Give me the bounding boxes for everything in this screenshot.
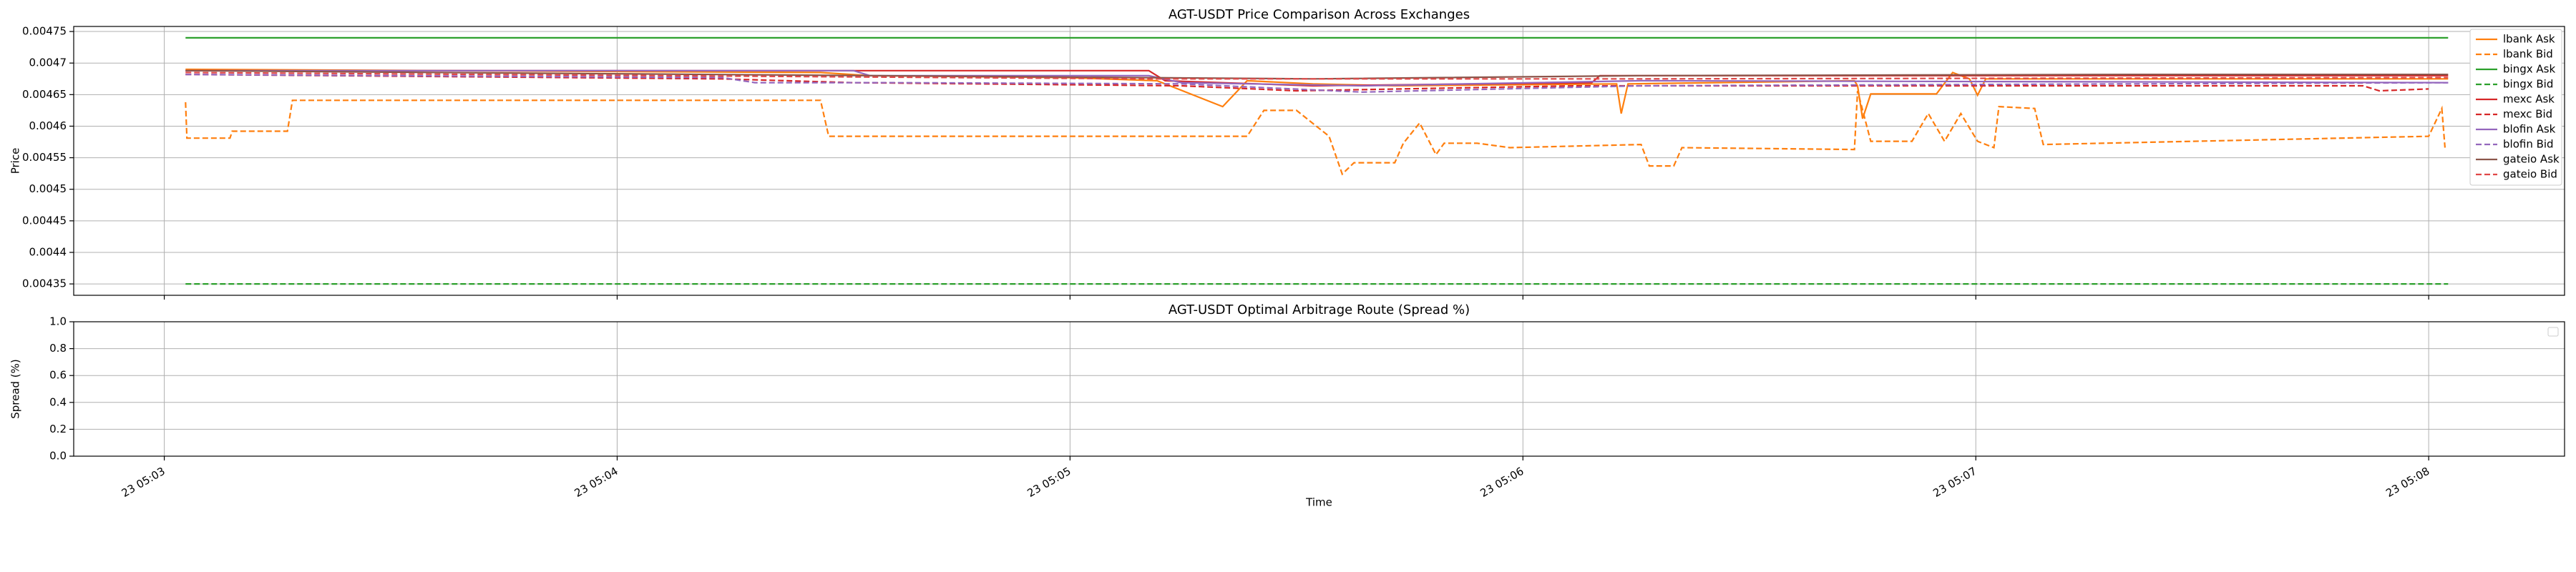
y-tick-label: 0.0045 bbox=[29, 182, 67, 195]
legend-label: blofin Bid bbox=[2503, 138, 2554, 151]
y-tick-label: 0.0 bbox=[49, 450, 67, 463]
x-tick-label: 23 05:04 bbox=[572, 465, 620, 500]
legend-label: gateio Bid bbox=[2503, 168, 2557, 181]
x-tick-label: 23 05:07 bbox=[1931, 465, 1979, 500]
x-axis-label: Time bbox=[1305, 496, 1332, 509]
series-line bbox=[185, 74, 2449, 93]
legend-label: mexc Ask bbox=[2503, 93, 2555, 106]
x-tick-label: 23 05:03 bbox=[119, 465, 167, 500]
y-tick-label: 0.00455 bbox=[22, 151, 67, 164]
legend-box bbox=[2469, 29, 2562, 186]
y-tick-label: 0.0047 bbox=[29, 56, 67, 69]
series-line bbox=[185, 90, 2446, 176]
y-axis-label: Spread (%) bbox=[9, 359, 22, 419]
y-tick-label: 0.4 bbox=[49, 395, 67, 408]
x-tick-label: 23 05:05 bbox=[1025, 465, 1073, 500]
legend-label: lbank Ask bbox=[2503, 33, 2555, 46]
axes-frame bbox=[73, 26, 2565, 296]
legend-label: blofin Ask bbox=[2503, 123, 2556, 136]
empty-legend bbox=[2547, 327, 2559, 337]
legend-label: gateio Ask bbox=[2503, 153, 2560, 166]
y-tick-label: 0.0046 bbox=[29, 119, 67, 132]
chart-title: AGT-USDT Optimal Arbitrage Route (Spread… bbox=[1169, 302, 1470, 317]
axes-frame bbox=[73, 321, 2565, 457]
y-tick-label: 0.00475 bbox=[22, 25, 67, 38]
y-tick-label: 0.00445 bbox=[22, 214, 67, 227]
series-line bbox=[185, 74, 2429, 92]
y-tick-label: 0.6 bbox=[49, 369, 67, 382]
x-tick-label: 23 05:06 bbox=[1478, 465, 1526, 500]
y-axis-label: Price bbox=[9, 148, 22, 174]
y-tick-label: 0.2 bbox=[49, 423, 67, 435]
series-line bbox=[185, 72, 2449, 80]
legend-label: mexc Bid bbox=[2503, 108, 2552, 121]
y-tick-label: 0.0044 bbox=[29, 245, 67, 258]
series-line bbox=[185, 69, 2449, 80]
x-tick-label: 23 05:08 bbox=[2384, 465, 2431, 500]
y-tick-label: 0.00435 bbox=[22, 277, 67, 290]
y-tick-label: 0.8 bbox=[49, 342, 67, 355]
legend-label: lbank Bid bbox=[2503, 48, 2553, 61]
legend-label: bingx Ask bbox=[2503, 63, 2555, 76]
y-tick-label: 0.00465 bbox=[22, 88, 67, 101]
legend-label: bingx Bid bbox=[2503, 78, 2553, 91]
chart-title: AGT-USDT Price Comparison Across Exchang… bbox=[1169, 7, 1470, 22]
y-tick-label: 1.0 bbox=[49, 315, 67, 328]
